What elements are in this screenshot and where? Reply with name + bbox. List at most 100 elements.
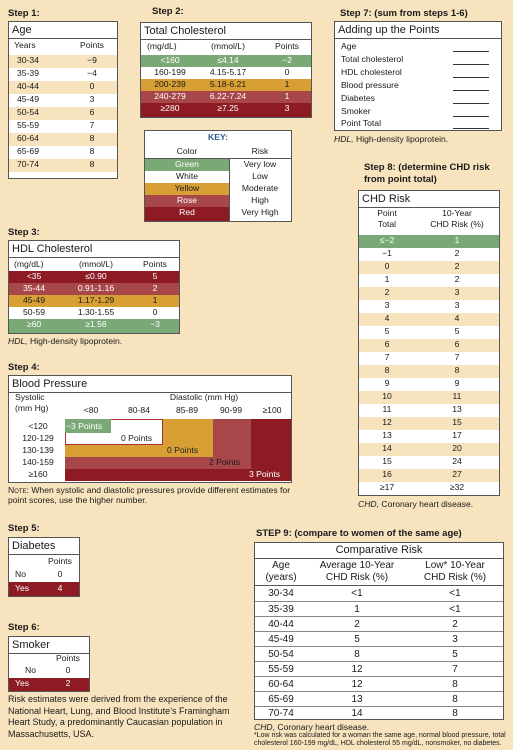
chd-total: 14: [382, 443, 392, 453]
hdl-col-points: Points: [143, 259, 167, 269]
cr-avg: 13: [351, 694, 363, 705]
step8-caption-text: Coronary heart disease.: [379, 499, 474, 509]
bp-note: Note: When systolic and diastolic pressu…: [8, 485, 298, 505]
chd-total: 9: [384, 378, 390, 388]
hdl-col-mgdl: (mg/dL): [14, 259, 44, 269]
step2-heading: Step 2:: [152, 6, 184, 17]
sum-item-label: Age: [341, 41, 357, 51]
cr-low: 2: [452, 619, 458, 630]
table-row: 35-44 0.91-1.16 2: [9, 283, 179, 295]
chd-total: 2: [384, 287, 390, 297]
chd-total: 8: [384, 365, 390, 375]
sum-blank[interactable]: [453, 77, 489, 78]
title-divider: [255, 558, 503, 559]
step8-caption: CHD, Coronary heart disease.: [358, 499, 473, 509]
table-row: 70-74 14 8: [255, 706, 503, 720]
hdl-mgdl: <35: [26, 271, 42, 281]
chd-total: 1: [384, 274, 390, 284]
cr-avg: <1: [351, 588, 363, 599]
chd-total: 16: [382, 469, 392, 479]
table-row: 60-64 12 8: [255, 676, 503, 692]
key-risk: Very High: [241, 207, 279, 217]
key-col-risk: Risk: [251, 146, 269, 156]
table-row: 55-59 7: [9, 120, 117, 133]
bp-cell-label: −3 Points: [66, 421, 103, 431]
table-row: 15 24: [359, 456, 499, 469]
sum-blank[interactable]: [453, 116, 489, 117]
sum-blank[interactable]: [453, 51, 489, 52]
list-item: HDL cholesterol: [335, 67, 501, 79]
tc-points: 3: [284, 103, 290, 113]
chd-total: 4: [384, 313, 390, 323]
total-cholesterol-table: Total Cholesterol (mg/dL) (mmol/L) Point…: [140, 22, 312, 118]
cr-low: <1: [449, 588, 461, 599]
chd-risk: 11: [452, 391, 462, 401]
sum-blank[interactable]: [453, 90, 489, 91]
tc-mmol: ≥7.25: [217, 103, 239, 113]
chd-risk: 2: [454, 248, 460, 258]
step8-caption-abbr: CHD,: [358, 499, 380, 509]
hdl-mgdl: 50-59: [23, 307, 45, 317]
table-row: 60-64 8: [9, 133, 117, 146]
chd-total: ≤−2: [379, 235, 395, 245]
blood-pressure-table: Blood Pressure Systolic (mm Hg) Diastoli…: [8, 375, 292, 483]
tc-mgdl: 160-199: [154, 67, 186, 77]
table-row: 30-34 −9: [9, 55, 117, 68]
table-row: <160 ≤4.14 −2: [141, 55, 311, 67]
cr-col-low-2: CHD Risk (%): [423, 572, 487, 583]
age-range: 45-49: [17, 94, 39, 104]
tc-mgdl: 200-239: [154, 79, 186, 89]
adding-points-box: Adding up the Points Age Total cholester…: [334, 21, 502, 131]
cr-age: 35-39: [268, 604, 294, 615]
cr-col-age-1: Age: [272, 560, 290, 571]
table-row: 14 20: [359, 443, 499, 456]
sum-item-label: Point Total: [341, 118, 381, 128]
cr-avg: 1: [354, 604, 360, 615]
sum-item-label: Diabetes: [341, 93, 375, 103]
age-range: 55-59: [17, 120, 39, 130]
sum-item-label: Total cholesterol: [341, 54, 404, 64]
table-row: 65-69 13 8: [255, 691, 503, 707]
chd-total: 0: [384, 261, 390, 271]
bp-cell-label: 3 Points: [249, 469, 281, 479]
key-color-rose: Rose: [145, 195, 229, 207]
cr-avg: 2: [354, 619, 360, 630]
sum-blank[interactable]: [453, 128, 489, 129]
step9-heading: STEP 9: (compare to women of the same ag…: [256, 528, 462, 539]
table-row: ≥17 ≥32: [359, 482, 499, 495]
list-item: Point Total: [335, 118, 501, 130]
age-range: 35-39: [17, 68, 39, 78]
diabetes-points: 4: [57, 583, 63, 593]
hdl-points: 0: [152, 307, 158, 317]
step9-caption-abbr: CHD,: [254, 722, 276, 732]
table-row: 55-59 12 7: [255, 661, 503, 677]
table-row: 30-34 <1 <1: [255, 586, 503, 601]
diabetes-label: No: [15, 569, 26, 579]
step9-caption-text: Coronary heart disease.: [275, 722, 370, 732]
sum-blank[interactable]: [453, 103, 489, 104]
table-row: ≥280 ≥7.25 3: [141, 103, 311, 117]
age-table-title: Age: [9, 22, 117, 39]
diabetes-table: Diabetes Points No 0 Yes 4: [8, 537, 80, 597]
bp-cell-label: 0 Points: [167, 445, 199, 455]
chd-col-point-2: Total: [377, 219, 397, 229]
step5-heading: Step 5:: [8, 523, 40, 534]
chd-total: 13: [382, 430, 392, 440]
bp-sys-row: 120-129: [22, 433, 54, 443]
chd-risk: ≥32: [449, 482, 465, 492]
tc-mgdl: <160: [160, 55, 180, 65]
table-row: ≥60 ≥1.56 −3: [9, 319, 179, 333]
hdl-table: HDL Cholesterol (mg/dL) (mmol/L) Points …: [8, 240, 180, 334]
step9-footnote: *Low risk was calculated for a woman the…: [254, 732, 506, 747]
step1-heading: Step 1:: [8, 8, 40, 19]
table-row: 200-239 5.18-6.21 1: [141, 79, 311, 91]
cr-age: 65-69: [268, 694, 294, 705]
sum-blank[interactable]: [453, 64, 489, 65]
step7-caption: HDL, High-density lipoprotein.: [334, 134, 448, 144]
table-row: 50-54 8 5: [255, 646, 503, 662]
smoker-label: No: [25, 665, 36, 675]
tc-col-points: Points: [275, 41, 299, 51]
